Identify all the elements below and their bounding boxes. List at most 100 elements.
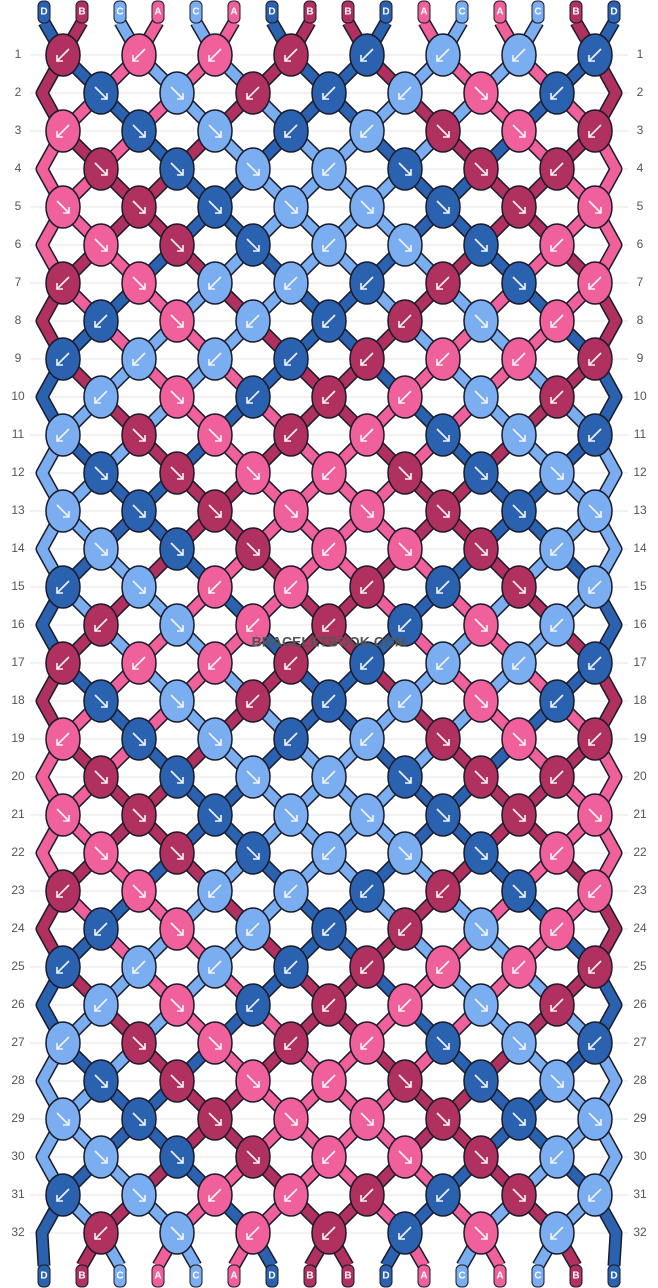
row-number: 11 (12, 427, 25, 441)
row-number: 28 (633, 1073, 647, 1087)
knot-arrow (208, 960, 222, 974)
knot-arrowhead (177, 701, 184, 708)
strand-tag (113, 1264, 127, 1288)
thread (37, 19, 621, 1269)
knot-arrow (398, 162, 412, 176)
knot-arrow (170, 1150, 184, 1164)
knot-arrow (436, 124, 450, 138)
knot-arrowhead (550, 1233, 557, 1240)
knot-arrow (208, 580, 222, 594)
knot-arrowhead (436, 55, 443, 62)
knot-arrowhead (519, 131, 526, 138)
knot-arrow (436, 48, 450, 62)
thread (37, 19, 621, 1269)
row-number: 13 (11, 503, 25, 517)
knot-arrow (284, 48, 298, 62)
knot-arrowhead (436, 1195, 443, 1202)
strand-tag (303, 1264, 317, 1288)
strand-label: B (306, 1271, 313, 1282)
knot-arrowhead (588, 55, 595, 62)
row-number: 17 (11, 655, 25, 669)
knot-arrowhead (284, 55, 291, 62)
knot-arrow (284, 732, 298, 746)
knot-arrow (436, 428, 450, 442)
knot-arrow (170, 542, 184, 556)
strand-tag (37, 1264, 51, 1288)
knot-arrowhead (208, 283, 215, 290)
row-number: 11 (634, 427, 647, 441)
knot-arrow (322, 238, 336, 252)
knot-arrowhead (519, 435, 526, 442)
knot-arrowhead (360, 1195, 367, 1202)
knot-arrow (436, 1112, 450, 1126)
knot-arrow (512, 48, 526, 62)
knot-arrowhead (63, 815, 70, 822)
knot-arrowhead (208, 1195, 215, 1202)
knot-arrow (208, 428, 222, 442)
knot-arrowhead (177, 1233, 184, 1240)
knot-arrow (246, 846, 260, 860)
row-number: 25 (633, 959, 647, 973)
knot-arrow (474, 922, 488, 936)
row-number: 29 (11, 1111, 25, 1125)
knot-arrow (512, 352, 526, 366)
knot-arrow (170, 770, 184, 784)
knot-arrowhead (550, 169, 557, 176)
knot-arrow (398, 922, 412, 936)
knot-arrow (436, 276, 450, 290)
knot-arrowhead (322, 1081, 329, 1088)
knot-arrow (246, 770, 260, 784)
knot-arrowhead (215, 739, 222, 746)
thread (37, 19, 621, 1269)
knot-arrow (588, 732, 602, 746)
knot-arrowhead (322, 245, 329, 252)
knot-arrowhead (481, 1081, 488, 1088)
knot-arrowhead (56, 359, 63, 366)
knot-arrowhead (481, 929, 488, 936)
knot-arrowhead (139, 891, 146, 898)
knot-arrowhead (322, 625, 329, 632)
knot-arrow (132, 1036, 146, 1050)
knot-arrowhead (56, 55, 63, 62)
knot-arrowhead (436, 967, 443, 974)
knot-arrow (246, 618, 260, 632)
knot-arrowhead (246, 1005, 253, 1012)
knot-arrowhead (398, 321, 405, 328)
strand-label: D (40, 1271, 47, 1282)
knot-arrow (170, 1074, 184, 1088)
knot-arrowhead (284, 891, 291, 898)
knot-arrow (360, 428, 374, 442)
strand-label: B (306, 7, 313, 18)
knot-arrowhead (550, 853, 557, 860)
knot-arrowhead (436, 359, 443, 366)
knot-arrow (284, 1188, 298, 1202)
knot-arrowhead (550, 1157, 557, 1164)
knot-arrowhead (139, 511, 146, 518)
knot-arrow (588, 352, 602, 366)
knot-arrowhead (101, 701, 108, 708)
row-number: 27 (11, 1035, 25, 1049)
row-number: 8 (15, 313, 22, 327)
knot-arrow (550, 542, 564, 556)
strand-label: D (268, 7, 275, 18)
knot-arrow (588, 276, 602, 290)
knot-arrow (246, 86, 260, 100)
strand-tag (531, 1264, 545, 1288)
knot-arrow (550, 618, 564, 632)
strand-label: A (154, 1271, 161, 1282)
knot-arrowhead (101, 169, 108, 176)
knot-arrowhead (405, 169, 412, 176)
knot-arrowhead (94, 625, 101, 632)
knot-arrow (170, 694, 184, 708)
knot-arrowhead (101, 245, 108, 252)
knot-arrowhead (56, 1195, 63, 1202)
knot-arrowhead (56, 131, 63, 138)
knot-arrow (322, 466, 336, 480)
row-number: 25 (11, 959, 25, 973)
thread (37, 19, 621, 1269)
knot-arrowhead (215, 1043, 222, 1050)
strand-label: B (344, 1271, 351, 1282)
knot-arrow (246, 390, 260, 404)
knot-arrow (436, 732, 450, 746)
